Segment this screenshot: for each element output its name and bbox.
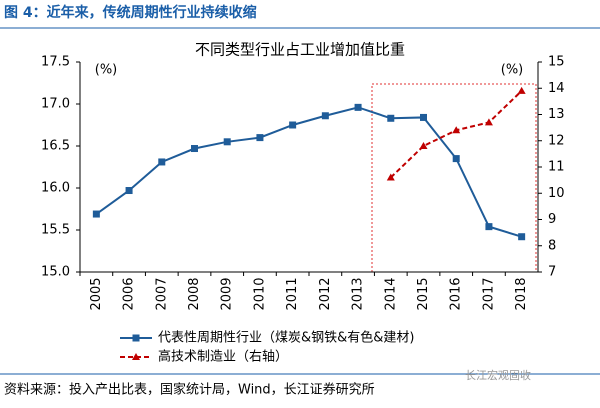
x-tick-label: 2009 — [220, 277, 235, 310]
legend-label: 代表性周期性行业（煤炭&钢铁&有色&建材) — [158, 330, 414, 346]
data-point — [321, 112, 329, 120]
y-tick-label: 17.0 — [41, 97, 70, 112]
data-point — [484, 118, 493, 126]
series-line — [390, 90, 523, 179]
x-tick-label: 2013 — [351, 277, 366, 310]
y-tick-label: 15.0 — [41, 265, 70, 280]
footer-source: 资料来源：投入产出比表，国家统计局，Wind，长江证券研究所 — [4, 382, 375, 398]
x-tick-label: 2015 — [416, 277, 431, 310]
y-tick-label: 17.5 — [41, 55, 70, 70]
data-point — [386, 173, 395, 181]
y2-tick-label: 11 — [548, 160, 565, 175]
data-point — [452, 155, 460, 163]
header-title: 图 4：近年来，传统周期性行业持续收缩 — [4, 4, 257, 21]
legend-marker — [132, 334, 140, 342]
y2-tick-label: 9 — [548, 212, 556, 227]
highlight-box — [371, 83, 537, 273]
y2-tick-label: 7 — [548, 265, 556, 280]
x-tick-label: 2010 — [252, 277, 267, 310]
y2-tick-label: 13 — [548, 107, 565, 122]
x-tick-label: 2016 — [449, 277, 464, 310]
x-tick-label: 2014 — [383, 277, 398, 310]
chart-title: 不同类型行业占工业增加值比重 — [195, 41, 405, 59]
data-point — [517, 86, 526, 94]
data-point — [485, 223, 493, 231]
x-tick-label: 2006 — [122, 277, 137, 310]
y-tick-label: 15.5 — [41, 223, 70, 238]
series-line — [95, 106, 522, 238]
y2-tick-label: 8 — [548, 238, 556, 253]
legend-marker — [132, 353, 140, 360]
legend-label: 高技术制造业（右轴） — [158, 349, 288, 365]
x-tick-label: 2017 — [481, 277, 496, 310]
watermark: 长江宏观固收 — [465, 368, 531, 382]
x-tick-label: 2007 — [154, 277, 169, 310]
data-point — [452, 126, 461, 134]
x-tick-label: 2005 — [89, 277, 104, 310]
y-axis-label: (%) — [95, 63, 118, 78]
y-tick-label: 16.5 — [41, 139, 70, 154]
x-tick-label: 2008 — [187, 277, 202, 310]
y2-tick-label: 10 — [548, 186, 565, 201]
data-point — [191, 145, 198, 153]
x-tick-label: 2012 — [318, 277, 333, 310]
data-point — [92, 210, 100, 218]
y2-axis-label: (%) — [501, 63, 524, 78]
data-point — [387, 114, 395, 122]
data-point — [256, 134, 264, 142]
data-point — [420, 113, 427, 121]
data-point — [289, 121, 297, 129]
data-point — [158, 158, 166, 166]
y-tick-label: 16.0 — [41, 181, 70, 196]
data-point — [518, 233, 526, 241]
x-tick-label: 2011 — [285, 277, 300, 310]
data-point — [354, 103, 362, 111]
y2-tick-label: 12 — [548, 133, 565, 148]
data-point — [223, 138, 231, 146]
x-tick-label: 2018 — [514, 277, 529, 310]
y2-tick-label: 15 — [548, 55, 565, 70]
y2-tick-label: 14 — [548, 81, 565, 96]
data-point — [125, 187, 133, 195]
data-point — [419, 142, 428, 149]
